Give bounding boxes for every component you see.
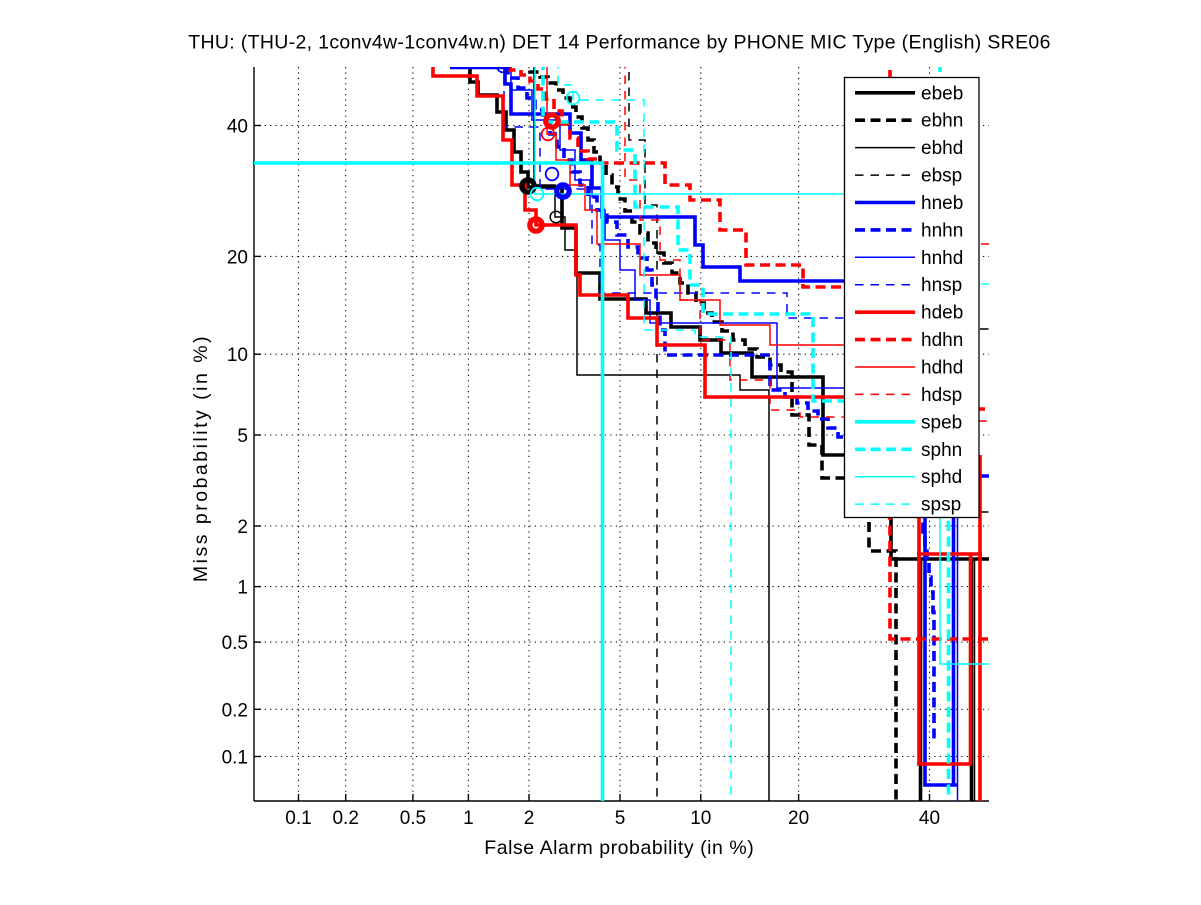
svg-text:hdeb: hdeb [921,303,963,324]
svg-text:hnhn: hnhn [921,220,963,241]
svg-text:0.5: 0.5 [400,808,426,829]
svg-text:5: 5 [615,808,626,829]
svg-text:ebeb: ebeb [921,83,963,104]
svg-text:hneb: hneb [921,193,963,214]
svg-text:False Alarm probability (in %): False Alarm probability (in %) [484,837,754,859]
svg-text:hdsp: hdsp [921,385,962,406]
svg-text:ebhn: ebhn [921,111,963,132]
svg-text:2: 2 [237,517,248,538]
svg-text:10: 10 [690,808,711,829]
svg-text:Miss probability (in %): Miss probability (in %) [190,334,212,582]
svg-text:ebsp: ebsp [921,166,962,187]
svg-text:0.2: 0.2 [222,700,248,721]
svg-text:speb: speb [921,412,962,433]
svg-text:0.2: 0.2 [332,808,358,829]
svg-text:hdhn: hdhn [921,330,963,351]
svg-text:THU: (THU-2, 1conv4w-1conv4w.n: THU: (THU-2, 1conv4w-1conv4w.n) DET 14 P… [188,32,1051,54]
svg-text:hdhd: hdhd [921,358,963,379]
svg-text:10: 10 [227,345,248,366]
svg-text:sphd: sphd [921,467,962,488]
svg-text:sphn: sphn [921,440,962,461]
svg-text:1: 1 [237,578,248,599]
svg-text:40: 40 [919,808,940,829]
svg-text:2: 2 [524,808,535,829]
svg-text:hnhd: hnhd [921,248,963,269]
svg-text:5: 5 [237,426,248,447]
svg-text:0.5: 0.5 [222,633,248,654]
svg-text:hnsp: hnsp [921,275,962,296]
svg-text:40: 40 [227,117,248,138]
svg-text:ebhd: ebhd [921,138,963,159]
svg-text:20: 20 [788,808,809,829]
svg-text:spsp: spsp [921,495,961,516]
svg-text:0.1: 0.1 [285,808,311,829]
svg-text:20: 20 [227,247,248,268]
svg-text:0.1: 0.1 [222,748,248,769]
svg-text:1: 1 [463,808,474,829]
